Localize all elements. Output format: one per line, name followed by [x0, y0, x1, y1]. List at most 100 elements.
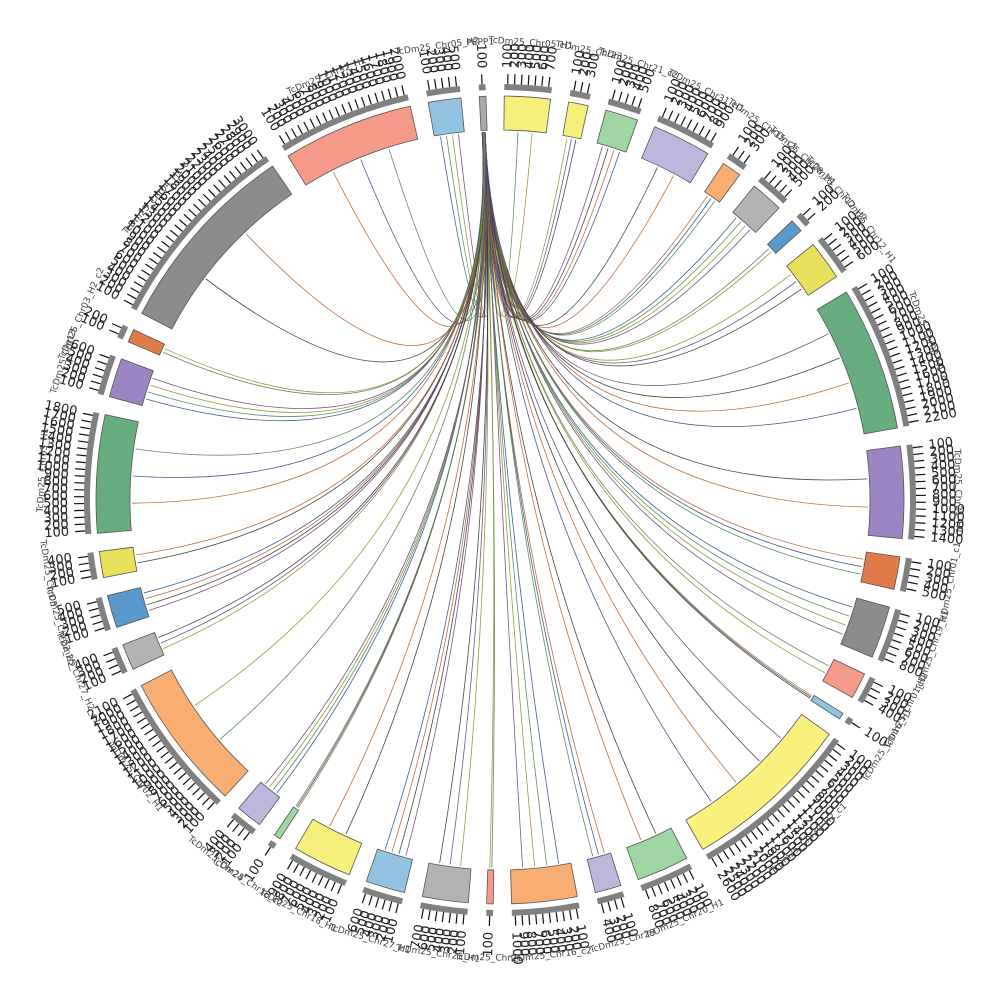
tick-mark	[906, 589, 916, 591]
tick-mark	[563, 911, 565, 921]
tick-mark	[194, 204, 201, 211]
tick-mark	[740, 839, 746, 847]
link-tcdm25-chr01-c1	[485, 132, 861, 574]
tick-mark	[615, 900, 618, 910]
band-tcdm25-chr05-h1	[504, 84, 552, 93]
tick-mark	[535, 76, 536, 86]
tick-mark	[106, 659, 115, 663]
tick-mark	[198, 199, 205, 206]
tick-mark	[574, 81, 576, 91]
link-tcdm25-chr24	[273, 132, 484, 789]
tick-mark	[581, 82, 583, 92]
tick-mark	[911, 562, 921, 563]
tick-mark	[851, 723, 859, 728]
tick-mark	[166, 236, 174, 242]
tick-mark	[807, 781, 814, 788]
link-tcdm25-chr28-h1	[484, 132, 745, 343]
segment-tcdm25-chr16-c2	[511, 863, 578, 904]
tick-mark	[877, 321, 886, 325]
tick-mark	[803, 208, 810, 215]
tick-mark	[123, 694, 132, 699]
tick-mark	[693, 123, 698, 132]
tick-mark	[75, 476, 85, 477]
tick-mark	[862, 290, 871, 295]
tick-mark	[95, 628, 105, 631]
tick-mark	[396, 903, 398, 913]
tick-mark	[97, 361, 106, 364]
tick-mark	[793, 796, 800, 803]
tick-mark	[892, 640, 901, 643]
tick-mark	[825, 760, 833, 766]
band-tcdm25-chr05	[87, 552, 97, 580]
tick-mark	[687, 120, 691, 129]
tick-mark	[449, 913, 450, 923]
tick-mark	[820, 765, 828, 771]
tick-mark	[556, 912, 557, 922]
tick-mark	[355, 99, 358, 108]
tick-mark	[310, 119, 314, 128]
tick-mark	[906, 407, 916, 409]
tick-mark	[733, 147, 739, 155]
tick-mark	[75, 531, 85, 532]
tick-mark	[170, 230, 178, 236]
tick-mark	[91, 381, 101, 384]
tick-mark	[197, 793, 204, 800]
tick-mark	[675, 113, 679, 122]
tick-mark	[712, 858, 717, 867]
tick-mark	[362, 97, 365, 106]
tick-mark	[521, 75, 522, 85]
tick-mark	[169, 762, 177, 768]
band-tcdm25-chr16-c2	[512, 902, 580, 915]
tick-mark	[718, 855, 723, 864]
link-tcdm25-chr27-h1	[406, 132, 485, 855]
link-tcdm25-chr01-h2	[483, 132, 828, 665]
tick-mark	[104, 652, 113, 656]
tick-mark	[76, 462, 86, 463]
tick-mark	[896, 627, 906, 630]
tick-mark	[829, 239, 837, 245]
segment-tcdm25-chr18-c2	[274, 807, 298, 839]
tick-mark	[665, 882, 669, 891]
tick-mark	[77, 448, 87, 449]
tick-mark	[80, 570, 90, 572]
tick-mark	[153, 252, 161, 258]
tick-mark	[887, 652, 896, 656]
tick-mark	[619, 92, 622, 102]
tick-mark	[89, 608, 99, 611]
tick-mark	[662, 108, 666, 117]
link-tcdm25-chr04-h1-c1	[206, 132, 484, 362]
tick-mark	[788, 800, 795, 807]
segment-tcdm25-chr08-h1-c1	[817, 292, 897, 434]
tick-mark	[549, 77, 550, 87]
tick-mark	[375, 93, 378, 103]
tick-mark	[891, 353, 900, 356]
tick-mark	[833, 244, 841, 250]
tick-mark	[82, 420, 92, 422]
tick-mark	[389, 902, 392, 912]
link-tcdm25-chr21-h1	[484, 132, 868, 507]
tick-mark	[422, 909, 424, 919]
tick-mark	[900, 614, 910, 617]
tick-mark	[883, 334, 892, 338]
segment-tcdm25-chr16-h1	[811, 695, 843, 719]
tick-mark	[188, 783, 195, 790]
tick-mark	[335, 107, 339, 116]
tick-mark	[576, 909, 578, 919]
tick-mark	[893, 360, 902, 363]
tick-mark	[131, 288, 140, 293]
tick-mark	[300, 867, 305, 876]
tick-mark	[885, 659, 894, 663]
tick-mark	[229, 171, 235, 179]
tick-mark	[214, 185, 221, 192]
tick-mark	[342, 104, 346, 113]
tick-mark	[202, 798, 209, 805]
tick-mark	[705, 129, 710, 138]
tick-mark	[435, 911, 437, 921]
tick-mark	[775, 180, 782, 188]
tick-mark	[244, 832, 250, 840]
tick-mark	[183, 778, 190, 785]
link-tcdm25-chr30-h2-c1	[484, 132, 736, 782]
tick-mark	[587, 84, 589, 94]
link-tcdm25-chr27-h2-c1	[163, 132, 483, 648]
